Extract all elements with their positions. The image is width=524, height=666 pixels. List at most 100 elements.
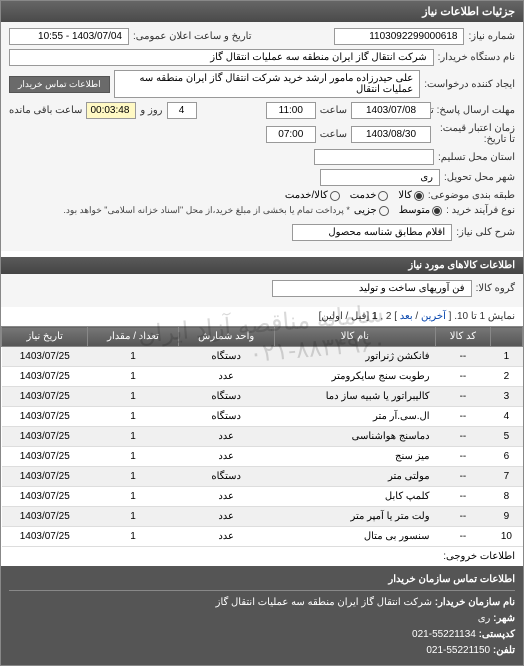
footer-phone-label: تلفن: <box>493 645 515 656</box>
panel-title: جزئیات اطلاعات نیاز <box>1 1 523 22</box>
table-cell: میز سنج <box>274 447 435 467</box>
table-cell: عدد <box>178 487 274 507</box>
table-cell: 8 <box>490 487 522 507</box>
group-label: گروه کالا: <box>476 283 515 294</box>
table-row: 10--سنسور بی متالعدد11403/07/25 <box>2 527 523 547</box>
table-row: 9--ولت متر یا آمپر مترعدد11403/07/25 <box>2 507 523 527</box>
table-cell: 1 <box>88 407 178 427</box>
purchase-type-radio-group: متوسط جزیی <box>354 205 442 216</box>
table-cell: 10 <box>490 527 522 547</box>
pg-last-link[interactable]: آخرین <box>421 311 446 322</box>
radio-combo[interactable]: کالا/خدمت <box>285 190 340 201</box>
request-no-label: شماره نیاز: <box>468 31 515 42</box>
requester-value: علی حیدرزاده مامور ارشد خرید شرکت انتقال… <box>114 70 421 98</box>
table-cell: 9 <box>490 507 522 527</box>
table-cell: کالیبراتور یا شبیه ساز دما <box>274 387 435 407</box>
footer-phone-value: 55221150-021 <box>426 645 490 656</box>
goods-header: اطلاعات کالاهای مورد نیاز <box>1 257 523 274</box>
pg-next-link[interactable]: بعد <box>400 311 413 322</box>
table-header: تعداد / مقدار <box>88 327 178 347</box>
radio-icon <box>378 191 388 201</box>
pg-sep: / <box>413 311 419 322</box>
footer-city-value: ری <box>478 613 491 624</box>
pg-current: 1 <box>372 311 378 322</box>
table-row: 8--کلمپ کابلعدد11403/07/25 <box>2 487 523 507</box>
purchase-type-label: نوع فرآیند خرید : <box>446 205 515 216</box>
table-cell: -- <box>436 487 491 507</box>
deadline-send-time: 11:00 <box>266 102 316 119</box>
table-cell: 1 <box>88 487 178 507</box>
deadline-send-label: مهلت ارسال پاسخ: تا <box>435 105 515 116</box>
pg-mid: ] 2 , <box>380 311 397 322</box>
table-cell: 4 <box>490 407 522 427</box>
table-cell: 1403/07/25 <box>2 487 88 507</box>
table-cell: عدد <box>178 427 274 447</box>
table-row: 1--فانکشن ژنراتوردستگاه11403/07/25 <box>2 347 523 367</box>
pg-suffix: [قبل / اولین] <box>319 311 370 322</box>
table-cell: عدد <box>178 507 274 527</box>
radio-goods-label: کالا <box>398 190 412 201</box>
table-cell: 5 <box>490 427 522 447</box>
radio-icon <box>379 206 389 216</box>
group-value: فن آوریهای ساخت و تولید <box>272 280 472 297</box>
radio-combo-label: کالا/خدمت <box>285 190 328 201</box>
export-label: اطلاعات خروجی: <box>443 551 515 562</box>
table-cell: 1403/07/25 <box>2 387 88 407</box>
table-row: 3--کالیبراتور یا شبیه ساز دمادستگاه11403… <box>2 387 523 407</box>
hours-remaining: 00:03:48 <box>86 102 136 119</box>
table-cell: -- <box>436 467 491 487</box>
table-header <box>490 327 522 347</box>
footer-title: اطلاعات تماس سازمان خریدار <box>9 572 515 591</box>
table-cell: 1 <box>88 427 178 447</box>
table-row: 2--رطوبت سنج سایکرومترعدد11403/07/25 <box>2 367 523 387</box>
table-cell: 1403/07/25 <box>2 367 88 387</box>
footer-org-label: نام سازمان خریدار: <box>435 597 515 608</box>
desc-value: اقلام مطابق شناسه محصول <box>292 224 452 241</box>
radio-service[interactable]: خدمت <box>350 190 389 201</box>
validity-label: زمان اعتبار قیمت: تا تاریخ: <box>435 123 515 145</box>
table-row: 6--میز سنجعدد11403/07/25 <box>2 447 523 467</box>
validity-date: 1403/08/30 <box>351 126 431 143</box>
table-cell: 3 <box>490 387 522 407</box>
radio-goods[interactable]: کالا <box>398 190 424 201</box>
footer-org-value: شرکت انتقال گاز ایران منطقه سه عملیات ان… <box>216 597 432 608</box>
table-cell: دماسنج هواشناسی <box>274 427 435 447</box>
footer-city-label: شهر: <box>493 613 515 624</box>
table-cell: مولتی متر <box>274 467 435 487</box>
table-cell: 1 <box>88 507 178 527</box>
table-cell: ولت متر یا آمپر متر <box>274 507 435 527</box>
radio-medium[interactable]: متوسط <box>399 205 442 216</box>
table-row: 4--ال.سی.آر متردستگاه11403/07/25 <box>2 407 523 427</box>
validity-time: 07:00 <box>266 126 316 143</box>
buyer-value: شرکت انتقال گاز ایران منطقه سه عملیات ان… <box>9 49 434 66</box>
table-cell: -- <box>436 387 491 407</box>
table-header: نام کالا <box>274 327 435 347</box>
table-cell: 1403/07/25 <box>2 467 88 487</box>
table-cell: 7 <box>490 467 522 487</box>
table-cell: 1403/07/25 <box>2 447 88 467</box>
table-cell: -- <box>436 347 491 367</box>
delivery-city-value: ری <box>320 169 440 186</box>
pg-prefix: نمایش 1 تا 10. [ <box>449 311 515 322</box>
table-cell: 1 <box>88 347 178 367</box>
footer-post-value: 55221134-021 <box>412 629 476 640</box>
table-cell: 1403/07/25 <box>2 427 88 447</box>
buyer-label: نام دستگاه خریدار: <box>438 52 515 63</box>
table-cell: 1 <box>88 387 178 407</box>
category-label: طبقه بندی موضوعی: <box>428 190 515 201</box>
table-cell: -- <box>436 367 491 387</box>
radio-partial[interactable]: جزیی <box>354 205 389 216</box>
table-cell: -- <box>436 407 491 427</box>
announce-value: 1403/07/04 - 10:55 <box>9 28 129 45</box>
tender-city-label: استان محل تسلیم: <box>438 152 515 163</box>
day-label: روز و <box>140 105 162 116</box>
pagination: نمایش 1 تا 10. [ آخرین / بعد ] 2 , 1 [قب… <box>1 307 523 326</box>
table-cell: 1403/07/25 <box>2 347 88 367</box>
table-cell: عدد <box>178 367 274 387</box>
table-cell: -- <box>436 527 491 547</box>
buyer-contact-button[interactable]: اطلاعات تماس خریدار <box>9 76 110 93</box>
radio-icon <box>414 191 424 201</box>
table-cell: رطوبت سنج سایکرومتر <box>274 367 435 387</box>
table-cell: -- <box>436 447 491 467</box>
table-header: واحد شمارش <box>178 327 274 347</box>
